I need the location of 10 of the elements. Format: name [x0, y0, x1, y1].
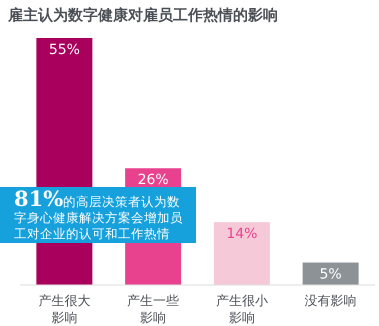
x-tick-label: 产生很大影响 [38, 294, 90, 326]
data-label: 14% [226, 226, 258, 242]
chart-title: 雇主认为数字健康对雇员工作热情的影响 [7, 6, 278, 24]
x-tick-label: 产生一些影响 [127, 294, 180, 326]
annotation: 81%的高层决策者认为数字身心健康解决方案会增加员工对企业的认可和工作热情 [0, 186, 196, 243]
x-tick-label: 没有影响 [304, 294, 357, 309]
x-tick-label: 产生很小影响 [216, 294, 268, 326]
data-label: 55% [48, 42, 80, 58]
data-label: 26% [138, 172, 169, 188]
data-label: 5% [320, 266, 342, 283]
